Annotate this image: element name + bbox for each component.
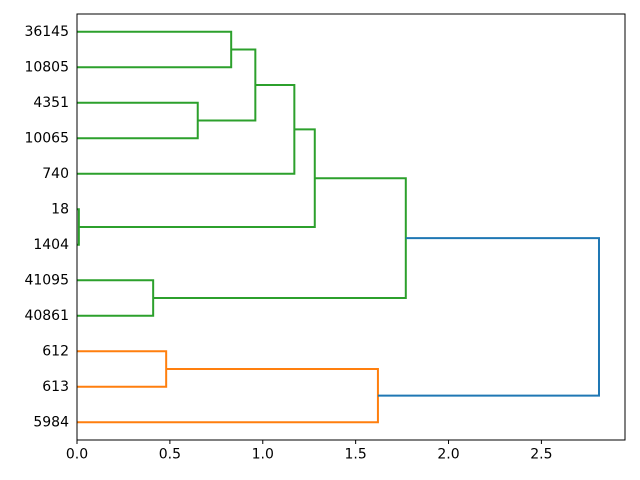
x-tick-label: 1.0 bbox=[252, 447, 274, 463]
leaf-label: 10805 bbox=[24, 59, 69, 75]
leaf-label: 40861 bbox=[24, 308, 69, 324]
dendrogram-link bbox=[377, 237, 600, 397]
x-tick-label: 2.5 bbox=[530, 447, 552, 463]
dendrogram-link bbox=[197, 48, 257, 122]
leaf-label: 613 bbox=[42, 379, 69, 395]
dendrogram-link bbox=[77, 101, 199, 140]
x-tick-label: 1.5 bbox=[345, 447, 367, 463]
dendrogram-link bbox=[77, 84, 296, 175]
leaf-label: 5984 bbox=[33, 414, 69, 430]
dendrogram-link bbox=[78, 128, 316, 228]
leaf-label: 10065 bbox=[24, 130, 69, 146]
x-tick-label: 0.5 bbox=[159, 447, 181, 463]
leaf-label: 612 bbox=[42, 343, 69, 359]
x-tick-label: 0.0 bbox=[66, 447, 88, 463]
leaf-label: 18 bbox=[51, 201, 69, 217]
leaf-label: 740 bbox=[42, 166, 69, 182]
leaf-label: 41095 bbox=[24, 272, 69, 288]
leaf-label: 36145 bbox=[24, 24, 69, 40]
dendrogram-link bbox=[77, 279, 155, 317]
dendrogram-link bbox=[77, 30, 233, 69]
dendrogram-link bbox=[77, 350, 168, 388]
leaf-label: 1404 bbox=[33, 237, 69, 253]
dendrogram-link bbox=[77, 368, 379, 424]
leaf-label: 4351 bbox=[33, 95, 69, 111]
dendrogram-link bbox=[153, 177, 407, 299]
x-tick-label: 2.0 bbox=[437, 447, 459, 463]
dendrogram-link bbox=[77, 208, 80, 246]
plot-border bbox=[76, 13, 626, 441]
